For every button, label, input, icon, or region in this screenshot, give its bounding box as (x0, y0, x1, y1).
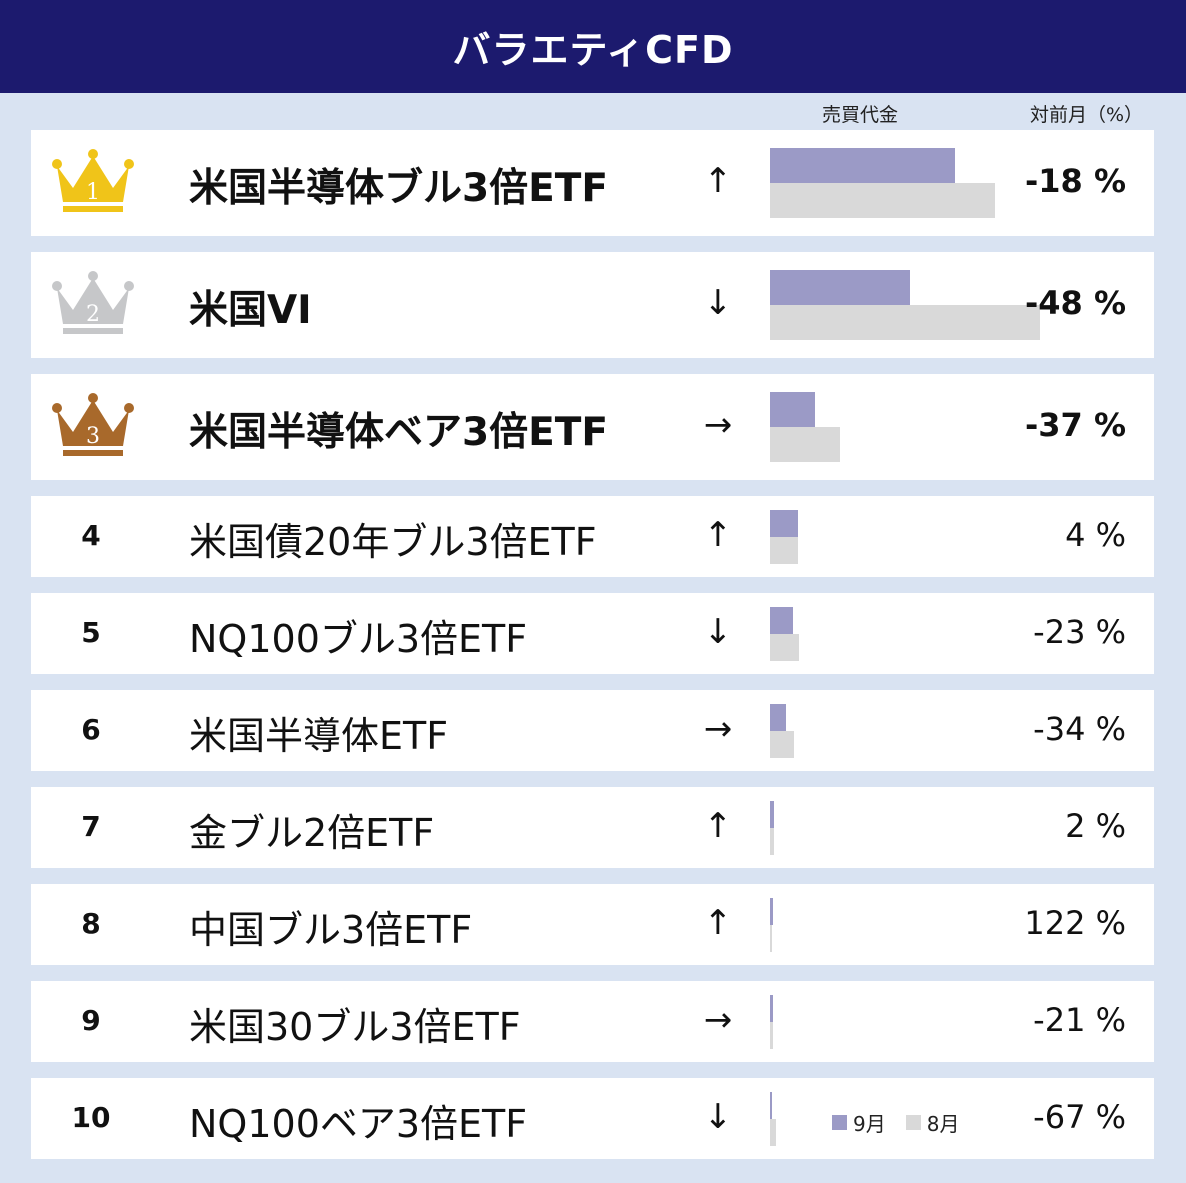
product-name: 米国30ブル3倍ETF (189, 1004, 521, 1049)
product-name: 米国VI (189, 288, 312, 333)
bar-current (770, 703, 786, 731)
bar-previous (770, 827, 774, 855)
rank-number: 8 (81, 906, 101, 940)
bar-previous (770, 1118, 776, 1146)
rank-number: 4 (81, 518, 101, 552)
change-percent: -37 % (1024, 406, 1126, 444)
bar-current (770, 1091, 772, 1119)
page-title: バラエティCFD (452, 28, 734, 72)
bar-previous (770, 633, 799, 661)
bar-previous (770, 427, 840, 462)
bar-current (770, 897, 773, 925)
ranking-row: 2 米国VI ↓ -48 % (31, 252, 1154, 358)
trend-arrow-icon: → (703, 999, 733, 1040)
crown-icon: 1 (52, 149, 134, 212)
rank-number: 2 (86, 302, 100, 327)
trend-arrow-icon: ↓ (703, 283, 733, 323)
change-percent: 4 % (1065, 515, 1126, 554)
trend-arrow-icon: → (703, 708, 733, 749)
trend-arrow-icon: ↑ (703, 161, 733, 201)
bar-current (770, 270, 910, 305)
ranking-row: 3 米国半導体ベア3倍ETF → -37 % (31, 374, 1154, 480)
rank-number: 7 (81, 809, 101, 843)
product-name: 米国半導体ETF (189, 713, 449, 758)
ranking-row: 10 NQ100ベア3倍ETF ↓ -67 % (31, 1078, 1154, 1159)
title-banner: バラエティCFD (0, 0, 1186, 93)
crown-icon: 3 (52, 393, 134, 456)
ranking-row: 5 NQ100ブル3倍ETF ↓ -23 % (31, 593, 1154, 674)
turnover-column-header: 売買代金 (822, 104, 899, 126)
trend-arrow-icon: ↑ (703, 902, 733, 943)
product-name: 米国債20年ブル3倍ETF (189, 519, 597, 564)
trend-arrow-icon: ↓ (703, 1096, 733, 1137)
legend: 9月 8月 (832, 1108, 959, 1137)
bar-previous (770, 305, 1040, 340)
change-percent: -48 % (1024, 284, 1126, 322)
rank-number: 6 (81, 712, 101, 746)
bar-previous (770, 730, 794, 758)
product-name: 米国半導体ブル3倍ETF (189, 166, 609, 211)
change-percent: -34 % (1033, 709, 1126, 748)
change-percent: 2 % (1065, 806, 1126, 845)
product-name: 金ブル2倍ETF (189, 810, 435, 855)
bar-current (770, 994, 773, 1022)
bar-current (770, 800, 774, 828)
product-name: 中国ブル3倍ETF (189, 907, 473, 952)
legend-label-previous: 8月 (926, 1112, 960, 1136)
bar-current (770, 392, 815, 427)
rank-number: 5 (81, 615, 101, 649)
rank-number: 10 (71, 1100, 111, 1134)
bar-current (770, 148, 955, 183)
change-percent: 122 % (1024, 903, 1126, 942)
ranking-row: 9 米国30ブル3倍ETF → -21 % (31, 981, 1154, 1062)
ranking-row: 4 米国債20年ブル3倍ETF ↑ 4 % (31, 496, 1154, 577)
legend-swatch-previous (905, 1115, 921, 1130)
rank-number: 1 (86, 180, 100, 205)
rank-number: 3 (86, 424, 100, 449)
trend-arrow-icon: → (703, 405, 733, 445)
product-name: NQ100ブル3倍ETF (189, 616, 528, 661)
legend-swatch-current (832, 1115, 847, 1130)
product-name: 米国半導体ベア3倍ETF (189, 410, 609, 455)
ranking-row: 6 米国半導体ETF → -34 % (31, 690, 1154, 771)
bar-previous (770, 183, 995, 218)
trend-arrow-icon: ↑ (703, 514, 733, 555)
change-percent: -67 % (1033, 1097, 1126, 1136)
trend-arrow-icon: ↑ (703, 805, 733, 846)
rank-number: 9 (81, 1003, 101, 1037)
mom-column-header: 対前月（%） (1030, 104, 1144, 126)
ranking-row: 8 中国ブル3倍ETF ↑ 122 % (31, 884, 1154, 965)
legend-label-current: 9月 (853, 1112, 886, 1136)
bar-previous (770, 536, 798, 564)
bar-current (770, 606, 793, 634)
trend-arrow-icon: ↓ (703, 611, 733, 652)
product-name: NQ100ベア3倍ETF (189, 1101, 528, 1146)
bar-current (770, 509, 798, 537)
bar-previous (770, 1021, 773, 1049)
crown-icon: 2 (52, 271, 134, 334)
change-percent: -23 % (1033, 612, 1126, 651)
ranking-row: 1 米国半導体ブル3倍ETF ↑ -18 % (31, 130, 1154, 236)
change-percent: -21 % (1033, 1000, 1126, 1039)
ranking-row: 7 金ブル2倍ETF ↑ 2 % (31, 787, 1154, 868)
bar-previous (770, 924, 772, 952)
change-percent: -18 % (1024, 162, 1126, 200)
